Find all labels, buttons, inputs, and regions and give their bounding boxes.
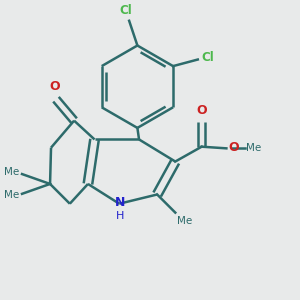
Text: O: O — [228, 141, 239, 154]
Text: N: N — [115, 196, 125, 208]
Text: O: O — [196, 104, 207, 117]
Text: Me: Me — [245, 143, 261, 153]
Text: Me: Me — [4, 167, 20, 177]
Text: O: O — [49, 80, 60, 93]
Text: Cl: Cl — [201, 51, 214, 64]
Text: H: H — [116, 211, 124, 221]
Text: Cl: Cl — [119, 4, 132, 17]
Text: Me: Me — [4, 190, 20, 200]
Text: Me: Me — [177, 216, 192, 226]
